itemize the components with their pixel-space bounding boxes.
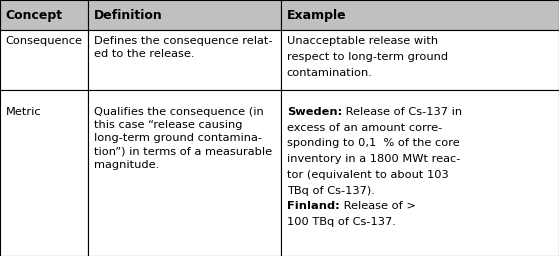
- Text: Release of >: Release of >: [339, 201, 415, 211]
- Text: Qualifies the consequence (in
this case “release causing
long-term ground contam: Qualifies the consequence (in this case …: [94, 107, 272, 170]
- Text: Metric: Metric: [6, 107, 41, 117]
- Text: Unacceptable release with: Unacceptable release with: [287, 36, 438, 46]
- Text: Definition: Definition: [94, 9, 163, 22]
- Bar: [0, 30, 88, 90]
- Text: respect to long-term ground: respect to long-term ground: [287, 52, 448, 62]
- Bar: [281, 90, 559, 256]
- Text: Concept: Concept: [6, 9, 63, 22]
- Text: Release of Cs-137 in: Release of Cs-137 in: [342, 107, 462, 117]
- Bar: [281, 30, 559, 90]
- Bar: [0, 90, 88, 256]
- Text: Sweden:: Sweden:: [287, 107, 342, 117]
- Text: Consequence: Consequence: [6, 36, 83, 46]
- Text: tor (equivalent to about 103: tor (equivalent to about 103: [287, 170, 448, 180]
- Text: TBq of Cs-137).: TBq of Cs-137).: [287, 186, 375, 196]
- Bar: [88, 90, 281, 256]
- Bar: [88, 30, 281, 90]
- Text: Finland:: Finland:: [287, 201, 339, 211]
- Bar: [88, 0, 281, 30]
- Text: inventory in a 1800 MWt reac-: inventory in a 1800 MWt reac-: [287, 154, 460, 164]
- Text: 100 TBq of Cs-137.: 100 TBq of Cs-137.: [287, 217, 396, 227]
- Text: contamination.: contamination.: [287, 68, 373, 78]
- Bar: [281, 0, 559, 30]
- Bar: [0, 0, 88, 30]
- Text: Example: Example: [287, 9, 347, 22]
- Text: excess of an amount corre-: excess of an amount corre-: [287, 123, 442, 133]
- Text: Defines the consequence relat-
ed to the release.: Defines the consequence relat- ed to the…: [94, 36, 272, 59]
- Text: sponding to 0,1  % of the core: sponding to 0,1 % of the core: [287, 138, 459, 148]
